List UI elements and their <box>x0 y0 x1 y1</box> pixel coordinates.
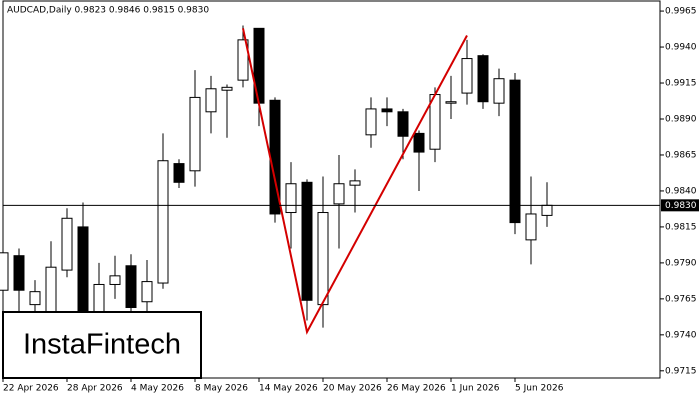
candle-body <box>157 160 169 284</box>
y-tick-label: 0.9765 <box>665 294 697 304</box>
y-tick-label: 0.9940 <box>665 43 697 53</box>
candle-body <box>509 79 521 224</box>
y-tick-label: 0.9890 <box>665 114 697 124</box>
candle-body <box>365 108 377 136</box>
x-tick-label: 28 Apr 2026 <box>67 384 123 394</box>
x-tick-label: 20 May 2026 <box>323 384 382 394</box>
candle-body <box>445 101 457 104</box>
candle-body <box>0 252 9 291</box>
candle-body <box>461 58 473 94</box>
candle-body <box>13 255 25 291</box>
x-tick-label: 1 Jun 2026 <box>451 384 500 394</box>
candle-body <box>61 217 73 271</box>
y-tick-label: 0.9715 <box>665 366 697 376</box>
current-price-box <box>661 199 699 212</box>
pattern-line <box>242 28 468 335</box>
candle-body <box>205 88 217 113</box>
candle-body <box>349 180 361 186</box>
chart-title: AUDCAD,Daily 0.9823 0.9846 0.9815 0.9830 <box>7 6 209 16</box>
x-tick-label: 22 Apr 2026 <box>3 384 59 394</box>
candle-body <box>189 96 201 172</box>
candle-body <box>333 183 345 205</box>
candle-body <box>381 108 393 113</box>
y-tick-label: 0.9965 <box>665 7 697 17</box>
x-tick-label: 8 May 2026 <box>195 384 248 394</box>
candle-body <box>525 213 537 241</box>
current-price-label: 0.9830 <box>665 201 697 211</box>
candle-body <box>141 281 153 303</box>
candle-body <box>285 183 297 214</box>
y-tick-label: 0.9815 <box>665 222 697 232</box>
candle-body <box>301 181 313 301</box>
y-tick-label: 0.9740 <box>665 330 697 340</box>
y-tick-label: 0.9840 <box>665 186 697 196</box>
x-tick-label: 26 May 2026 <box>387 384 446 394</box>
candle-body <box>237 39 249 81</box>
candle-body <box>173 163 185 183</box>
candle-body <box>29 291 41 306</box>
x-tick-label: 5 Jun 2026 <box>515 384 564 394</box>
candle-body <box>317 212 329 306</box>
plot-frame <box>2 0 661 379</box>
candle-body <box>541 204 553 216</box>
y-tick-label: 0.9790 <box>665 258 697 268</box>
y-tick-label: 0.9915 <box>665 79 697 89</box>
candle-body <box>45 266 57 319</box>
candle-body <box>477 55 489 103</box>
y-tick-label: 0.9865 <box>665 150 697 160</box>
candle-body <box>109 275 121 285</box>
candle-body <box>221 86 233 91</box>
overlay: 0.9830 InstaFintech <box>2 28 699 379</box>
candle-body <box>397 111 409 137</box>
logo: InstaFintech <box>23 329 181 361</box>
x-tick-label: 4 May 2026 <box>131 384 184 394</box>
candle-body <box>493 78 505 104</box>
x-tick-label: 14 May 2026 <box>259 384 318 394</box>
candle-body <box>413 132 425 153</box>
candle-body <box>125 265 137 308</box>
logo-box <box>2 311 202 379</box>
